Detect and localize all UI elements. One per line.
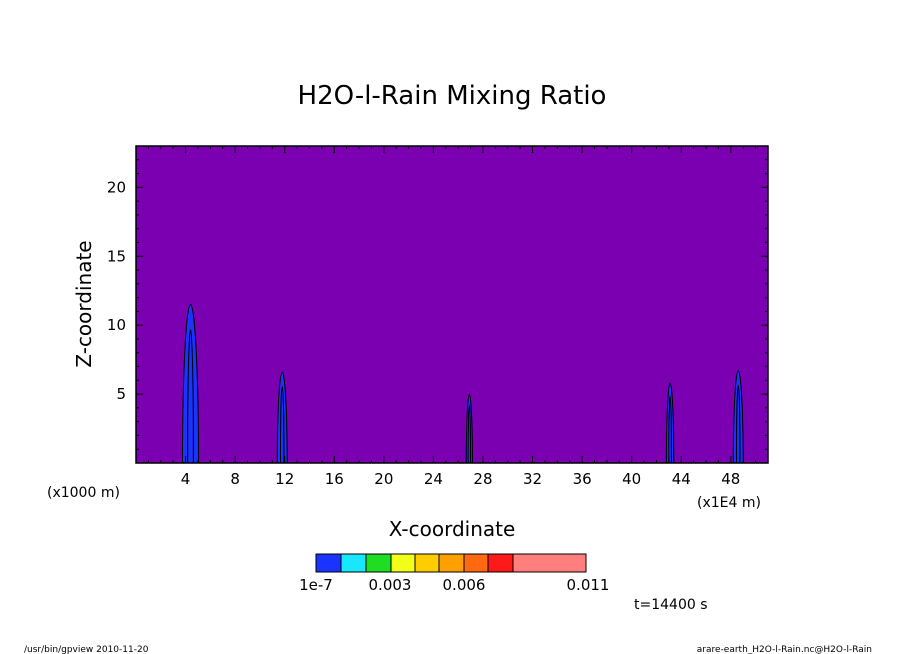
footer-right: arare-earth_H2O-l-Rain.nc@H2O-l-Rain — [697, 645, 872, 654]
colorbar-swatch — [365, 553, 392, 573]
rain-cell-1 — [181, 304, 200, 463]
colorbar-swatch — [390, 553, 416, 573]
rain-cell-inner-contour-3 — [467, 404, 472, 463]
x-tick-label: 4 — [181, 470, 191, 488]
colorbar-swatch — [414, 553, 440, 573]
x-tick-label: 24 — [424, 470, 443, 488]
rain-cell-inner-contour-4 — [668, 395, 672, 463]
x-tick-label: 44 — [672, 470, 691, 488]
colorbar-swatch — [340, 553, 367, 573]
x-tick-label: 36 — [573, 470, 592, 488]
x-unit-left: (x1000 m) — [47, 485, 120, 501]
x-axis: 4 8 12 16 20 24 28 32 36 40 44 48 — [147, 146, 757, 488]
chart-title: H2O-l-Rain Mixing Ratio — [298, 81, 607, 111]
colorbar: 1e-7 0.003 0.006 0.011 — [299, 553, 610, 594]
x-tick-label: 48 — [721, 470, 740, 488]
colorbar-swatch — [487, 553, 514, 573]
colorbar-swatch — [463, 553, 489, 573]
colorbar-label: 0.006 — [443, 576, 486, 594]
x-tick-label: 20 — [374, 470, 393, 488]
colorbar-label: 0.011 — [567, 576, 610, 594]
x-axis-label: X-coordinate — [389, 517, 516, 541]
rain-cell-inner-contour-1 — [187, 329, 194, 463]
rain-cell-5 — [732, 370, 744, 463]
y-tick-label: 15 — [107, 247, 126, 265]
y-tick-label: 10 — [107, 316, 126, 334]
colorbar-swatch — [512, 553, 587, 573]
x-tick-label: 16 — [325, 470, 344, 488]
x-tick-label: 32 — [523, 470, 542, 488]
y-tick-label: 5 — [116, 385, 126, 403]
y-axis: 5 10 15 20 — [107, 159, 768, 450]
x-unit-right: (x1E4 m) — [697, 495, 761, 511]
rain-cells — [181, 304, 744, 463]
y-axis-label: Z-coordinate — [72, 240, 96, 367]
rain-cell-2 — [276, 371, 288, 463]
colorbar-swatch — [315, 553, 342, 573]
time-label: t=14400 s — [634, 597, 708, 613]
y-tick-label: 20 — [107, 178, 126, 196]
colorbar-swatch — [438, 553, 465, 573]
plot-area — [135, 145, 769, 464]
x-tick-label: 28 — [473, 470, 492, 488]
plot-frame — [135, 145, 769, 464]
colorbar-label: 1e-7 — [299, 576, 333, 594]
x-tick-label: 12 — [275, 470, 294, 488]
footer-left: /usr/bin/gpview 2010-11-20 — [24, 645, 149, 654]
x-tick-label: 8 — [230, 470, 240, 488]
rain-cell-inner-contour-2 — [279, 386, 285, 463]
colorbar-label: 0.003 — [369, 576, 412, 594]
x-tick-label: 40 — [622, 470, 641, 488]
rain-cell-inner-contour-5 — [736, 384, 741, 463]
